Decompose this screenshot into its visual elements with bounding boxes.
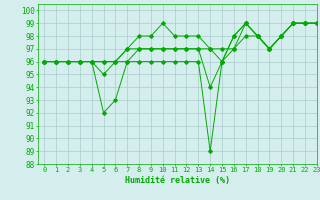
- X-axis label: Humidité relative (%): Humidité relative (%): [125, 176, 230, 185]
